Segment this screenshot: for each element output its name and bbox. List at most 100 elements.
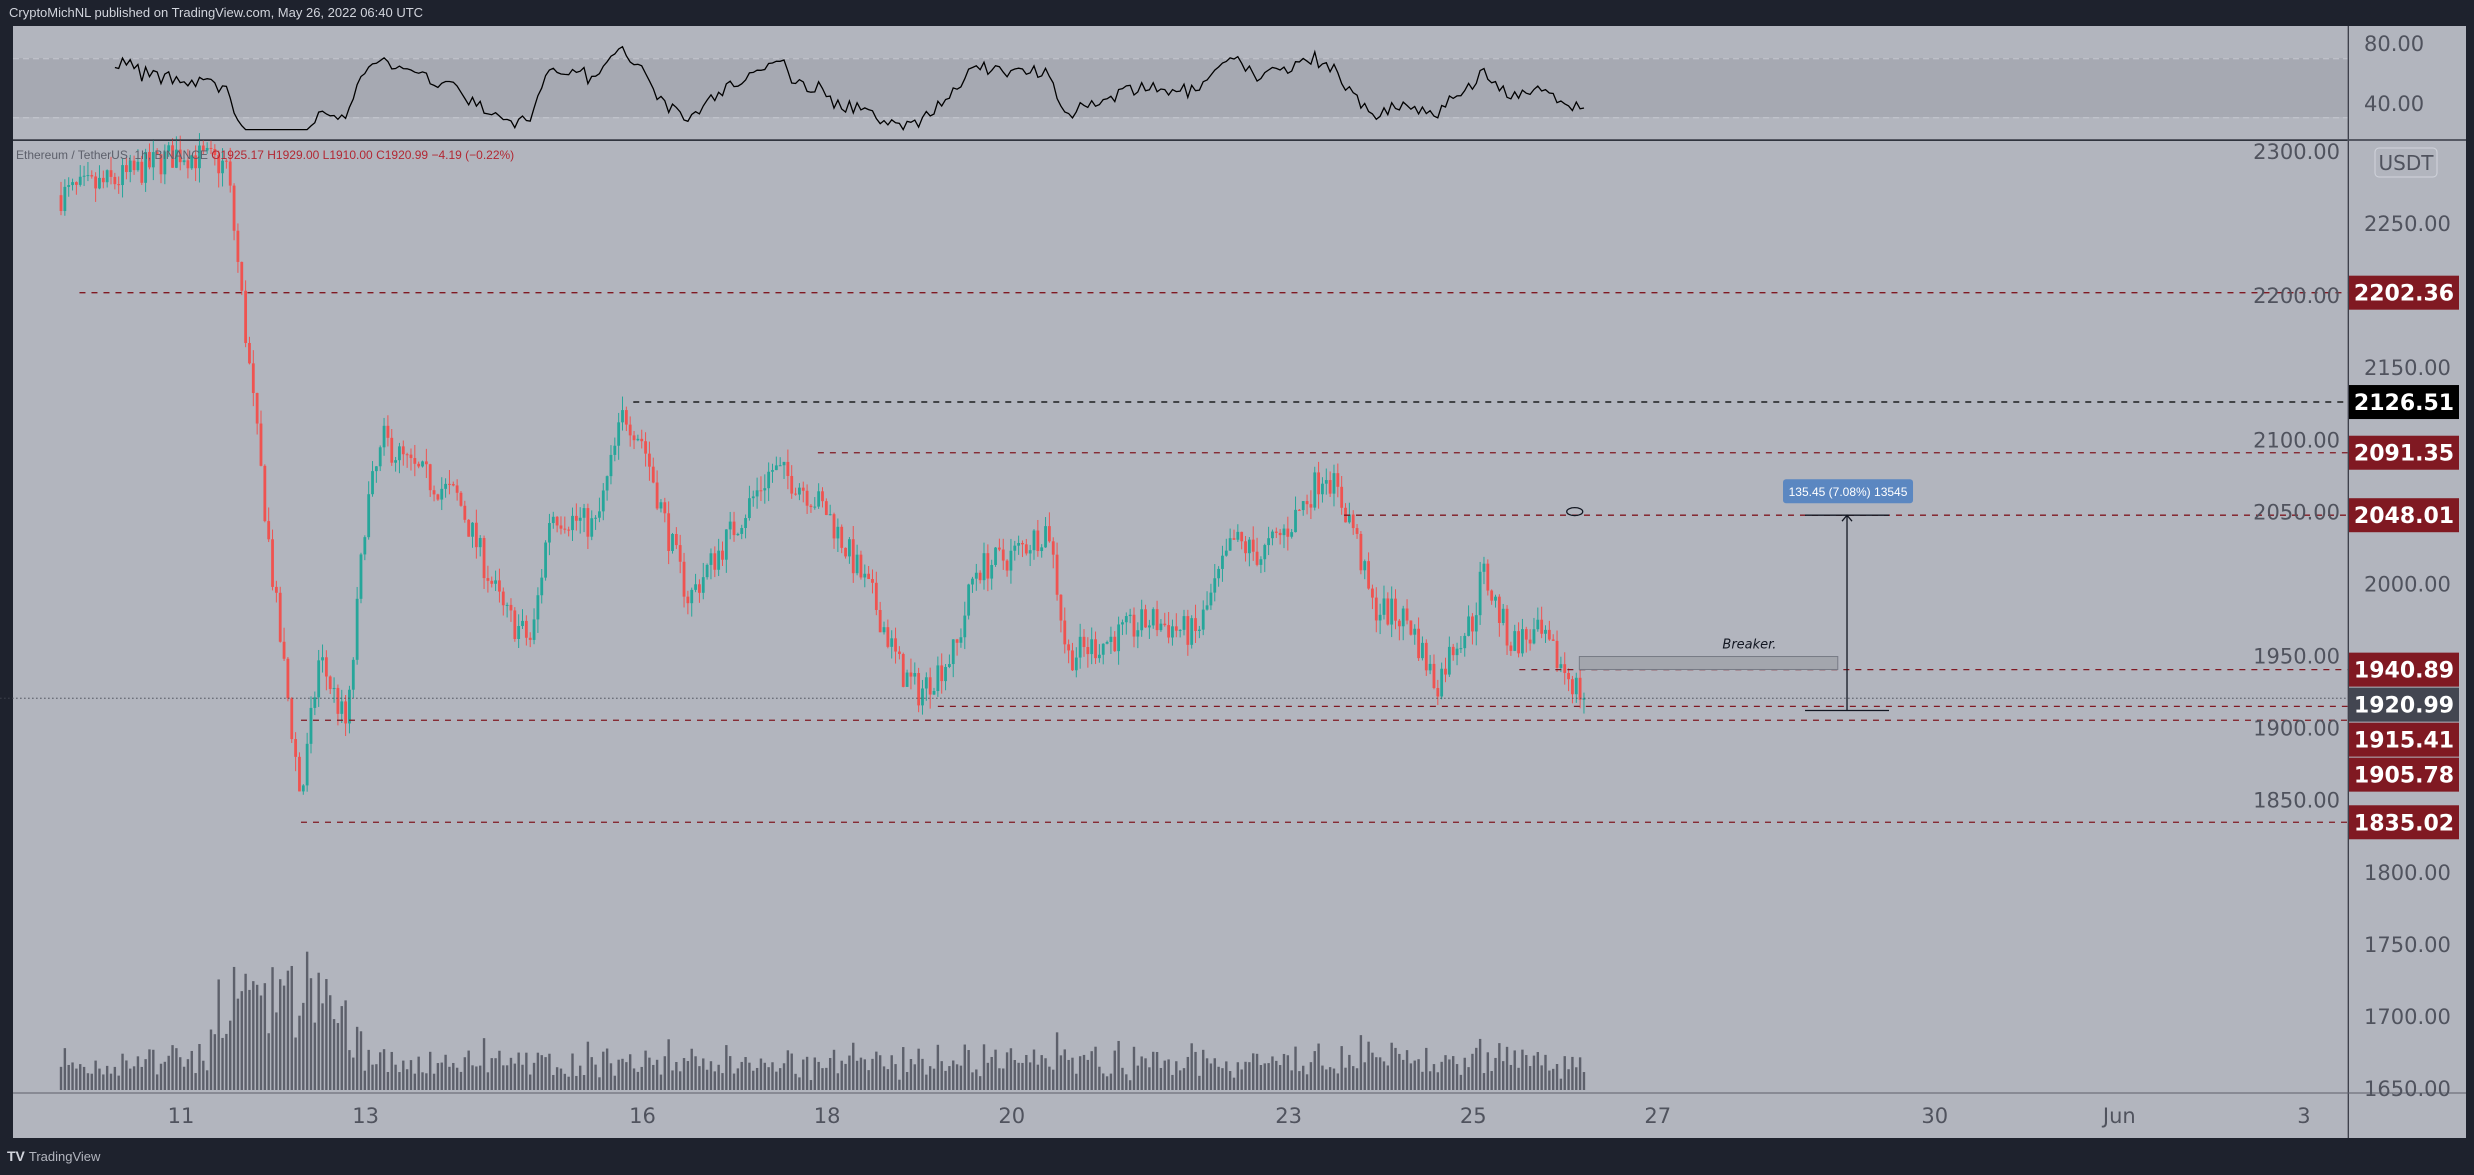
candle-body	[117, 184, 121, 186]
price-axis[interactable]	[2349, 26, 2466, 1093]
breaker-zone[interactable]	[1578, 656, 1839, 670]
volume-bar	[271, 967, 274, 1090]
candle-body	[555, 516, 559, 526]
candle-body	[1105, 641, 1109, 644]
candle-body	[1040, 547, 1044, 552]
volume-bar	[602, 1051, 605, 1090]
candle-body	[351, 659, 355, 690]
candle-body	[1101, 643, 1105, 655]
ellipse-marker[interactable]	[1566, 506, 1584, 517]
volume-bar	[75, 1068, 78, 1090]
volume-bar	[1090, 1051, 1093, 1090]
candle-body	[1167, 625, 1171, 638]
candle-body	[628, 424, 632, 436]
volume-bar	[1205, 1058, 1209, 1090]
candle-body	[559, 525, 563, 529]
candle-body	[751, 496, 755, 499]
candle-body	[644, 441, 647, 454]
candle-body	[463, 505, 467, 520]
candle-body	[932, 691, 936, 695]
candle-body	[1267, 538, 1271, 546]
candle-body	[1401, 608, 1405, 627]
volume-bar	[571, 1053, 574, 1090]
volume-bar	[194, 1073, 197, 1090]
main-pane[interactable]	[13, 141, 2348, 1093]
volume-bar	[267, 1033, 270, 1090]
volume-bar	[1294, 1046, 1297, 1090]
candle-body	[621, 410, 624, 423]
volume-bar	[755, 1067, 759, 1090]
volume-bar	[1536, 1052, 1540, 1090]
volume-bar	[917, 1048, 920, 1090]
candle-body	[1540, 619, 1544, 634]
candle-body	[217, 155, 221, 174]
candle-body	[174, 149, 178, 168]
candle-body	[128, 160, 132, 173]
candle-body	[1397, 620, 1401, 627]
candle-body	[228, 161, 232, 186]
candle-body	[1455, 648, 1459, 656]
candle-body	[474, 522, 478, 548]
rsi-tick: 40.00	[2364, 92, 2424, 116]
volume-bar	[244, 973, 247, 1090]
candle-body	[324, 657, 328, 677]
candle-body	[86, 175, 90, 177]
price-level-label: 1905.78	[2354, 764, 2454, 789]
candle-body	[455, 485, 459, 493]
candle-body	[1501, 608, 1505, 623]
candle-body	[651, 466, 655, 483]
volume-bar	[336, 1023, 340, 1090]
candle-body	[1528, 639, 1532, 644]
tradingview-wordmark: TradingView	[28, 1148, 101, 1164]
candle-body	[1013, 545, 1017, 551]
candle-body	[594, 517, 597, 519]
candle-body	[1582, 698, 1586, 700]
price-tick: 2250.00	[2364, 212, 2451, 236]
candle-body	[251, 363, 255, 394]
volume-bar	[548, 1053, 551, 1090]
volume-bar	[905, 1072, 909, 1090]
volume-bar	[82, 1066, 86, 1090]
candle-body	[1059, 594, 1063, 621]
candle-body	[259, 423, 263, 466]
candle-body	[1259, 559, 1263, 565]
candle-body	[586, 508, 590, 537]
candle-body	[1486, 563, 1490, 591]
candle-body	[144, 151, 148, 183]
volume-bar	[163, 1061, 167, 1090]
candle-body	[1240, 531, 1244, 542]
candle-body	[601, 490, 605, 512]
volume-bar	[575, 1075, 578, 1090]
volume-bar	[1405, 1050, 1409, 1090]
volume-bar	[129, 1068, 132, 1090]
candle-body	[1440, 668, 1444, 697]
volume-bar	[1398, 1053, 1401, 1090]
candle-body	[398, 446, 401, 461]
candle-body	[667, 513, 671, 551]
currency-badge[interactable]	[2374, 147, 2438, 178]
candle-body	[124, 165, 128, 173]
candle-body	[1324, 480, 1328, 484]
volume-bar	[363, 1070, 367, 1090]
time-axis[interactable]	[13, 1093, 2348, 1138]
candle-body	[298, 756, 301, 792]
volume-bar	[1490, 1071, 1493, 1090]
volume-bar	[1063, 1049, 1066, 1090]
candle-body	[805, 490, 809, 506]
volume-bar	[552, 1074, 555, 1090]
volume-bar	[944, 1070, 947, 1090]
volume-bar	[1098, 1066, 1101, 1090]
candle-body	[848, 539, 851, 557]
volume-bar	[882, 1066, 886, 1090]
volume-bar	[1144, 1058, 1147, 1090]
volume-bar	[867, 1070, 870, 1090]
volume-bar	[505, 1065, 509, 1090]
volume-bar	[198, 1043, 201, 1090]
volume-bar	[878, 1055, 882, 1090]
candle-body	[221, 160, 224, 174]
time-tick: 11	[168, 1104, 195, 1128]
volume-bar	[521, 1064, 524, 1090]
candle-body	[1340, 486, 1344, 508]
volume-bar	[1244, 1061, 1247, 1090]
